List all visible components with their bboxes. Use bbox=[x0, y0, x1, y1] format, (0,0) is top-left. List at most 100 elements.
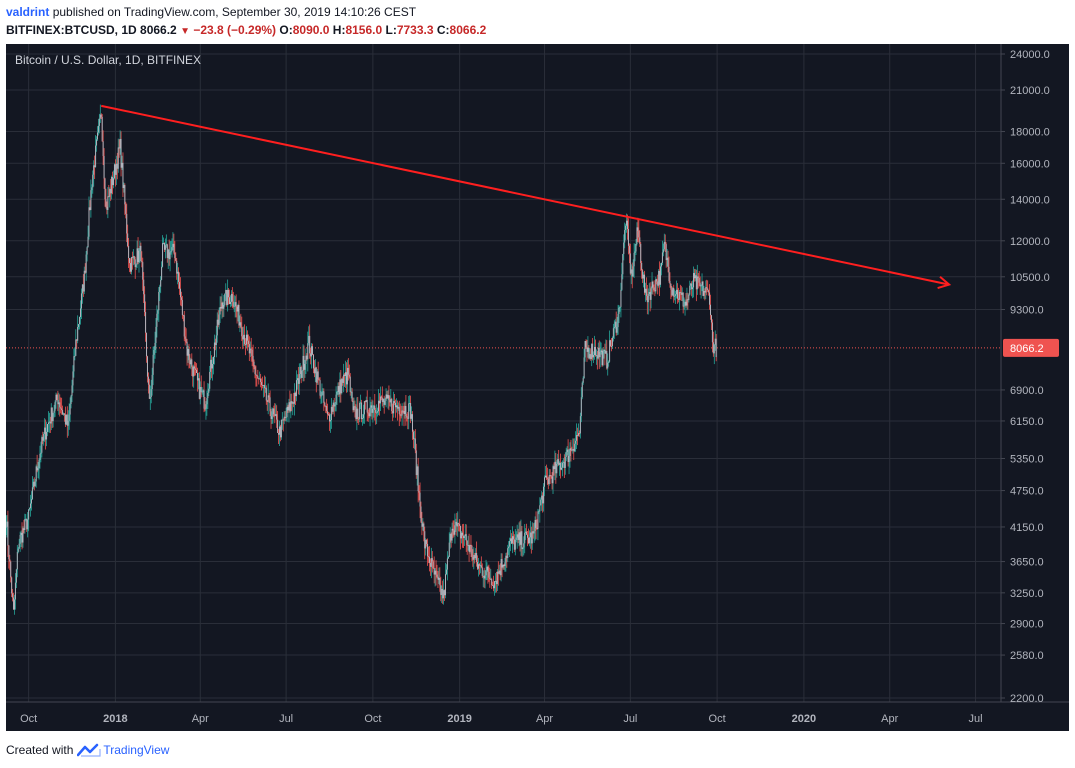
candle-body bbox=[12, 593, 14, 598]
candle-body bbox=[427, 543, 429, 557]
candle-body bbox=[411, 414, 413, 432]
candle-body bbox=[632, 266, 634, 277]
candle-body bbox=[577, 433, 579, 436]
candle-body bbox=[591, 343, 593, 359]
candle-body bbox=[188, 348, 190, 361]
tradingview-logo-icon bbox=[77, 743, 101, 757]
candle-body bbox=[640, 243, 642, 263]
candle-body bbox=[138, 250, 140, 263]
candle-body bbox=[552, 466, 554, 484]
candle-body bbox=[59, 402, 61, 408]
candle-body bbox=[373, 405, 375, 410]
author-name[interactable]: valdrint bbox=[6, 5, 50, 19]
candle-body bbox=[293, 402, 295, 404]
candle-body bbox=[45, 427, 47, 440]
candle-body bbox=[491, 579, 493, 586]
candle-body bbox=[617, 313, 619, 328]
candle-body bbox=[391, 398, 393, 412]
candle-body bbox=[685, 301, 687, 306]
candle-body bbox=[402, 410, 404, 412]
candle-body bbox=[495, 580, 497, 585]
candle-body bbox=[144, 294, 146, 313]
candle-body bbox=[137, 248, 139, 263]
candle-body bbox=[375, 410, 377, 413]
candle-body bbox=[390, 398, 392, 403]
candle-body bbox=[424, 531, 426, 549]
candle-body bbox=[395, 405, 397, 408]
candle-body bbox=[55, 394, 57, 403]
candle-body bbox=[172, 243, 174, 248]
candle-body bbox=[156, 313, 158, 327]
candle-body bbox=[7, 521, 9, 546]
candle-body bbox=[239, 322, 241, 326]
candle-body bbox=[221, 302, 223, 309]
candle-body bbox=[462, 535, 464, 539]
candle-body bbox=[533, 531, 535, 534]
candle-body bbox=[304, 363, 306, 370]
candle-body bbox=[233, 305, 235, 307]
candle-body bbox=[240, 322, 242, 328]
candle-body bbox=[541, 495, 543, 500]
candle-body bbox=[503, 564, 505, 567]
candle-body bbox=[666, 257, 668, 261]
candle-body bbox=[668, 266, 670, 281]
candle-body bbox=[166, 244, 168, 258]
candle-body bbox=[555, 461, 557, 474]
candle-body bbox=[113, 178, 115, 186]
candle-body bbox=[584, 341, 586, 358]
candle-body bbox=[594, 346, 596, 355]
candle-body bbox=[630, 269, 632, 274]
candle-body bbox=[565, 451, 567, 458]
candle-body bbox=[510, 538, 512, 542]
candle-body bbox=[342, 378, 344, 383]
y-tick-label: 14000.0 bbox=[1010, 194, 1050, 206]
candle-body bbox=[326, 406, 328, 412]
candle-body bbox=[192, 366, 194, 377]
candle-body bbox=[300, 366, 302, 378]
candle-body bbox=[19, 534, 21, 544]
candle-body bbox=[517, 534, 519, 540]
candle-body bbox=[484, 575, 486, 579]
candle-body bbox=[207, 392, 209, 399]
candle-body bbox=[430, 558, 432, 567]
candle-body bbox=[527, 534, 529, 538]
candle-body bbox=[111, 177, 113, 194]
candle-body bbox=[358, 418, 360, 420]
candle-body bbox=[136, 248, 138, 265]
candle-body bbox=[327, 411, 329, 415]
candle-body bbox=[569, 448, 571, 456]
candle-body bbox=[460, 525, 462, 539]
price-axis[interactable]: 24000.0 21000.0 18000.0 16000.0 14000.0 12000… bbox=[1001, 49, 1059, 705]
candle-body bbox=[297, 378, 299, 384]
candle-body bbox=[663, 241, 665, 250]
candle-body bbox=[83, 270, 85, 292]
candle-body bbox=[173, 243, 175, 253]
candle-body bbox=[235, 302, 237, 307]
candle-body bbox=[170, 251, 172, 253]
time-axis[interactable]: Oct 2018 Apr Jul Oct 2019 Apr Jul Oct 2020 Apr Jul bbox=[20, 713, 982, 725]
candle-body bbox=[482, 575, 484, 577]
candle-body bbox=[190, 359, 192, 365]
candle-body bbox=[67, 420, 69, 426]
candle-body bbox=[611, 337, 613, 347]
candle-body bbox=[269, 397, 271, 412]
price-chart[interactable]: 24000.0 21000.0 18000.0 16000.0 14000.0 12000… bbox=[6, 44, 1069, 731]
candle-body bbox=[464, 534, 466, 537]
candle-body bbox=[161, 266, 163, 280]
candle-body bbox=[97, 125, 99, 133]
candle-body bbox=[276, 414, 278, 420]
candle-body bbox=[521, 531, 523, 550]
y-tick-label: 6150.0 bbox=[1010, 416, 1044, 428]
candle-body bbox=[401, 410, 403, 416]
y-tick-label: 2580.0 bbox=[1010, 650, 1044, 662]
candle-body bbox=[624, 230, 626, 243]
candle-body bbox=[84, 270, 86, 273]
candle-body bbox=[544, 475, 546, 478]
tradingview-brand[interactable]: TradingView bbox=[103, 743, 170, 757]
candle-body bbox=[451, 528, 453, 541]
candle-body bbox=[179, 288, 181, 298]
candle-body bbox=[361, 402, 363, 420]
candle-body bbox=[444, 590, 446, 596]
candle-body bbox=[61, 408, 63, 411]
candle-body bbox=[511, 538, 513, 544]
